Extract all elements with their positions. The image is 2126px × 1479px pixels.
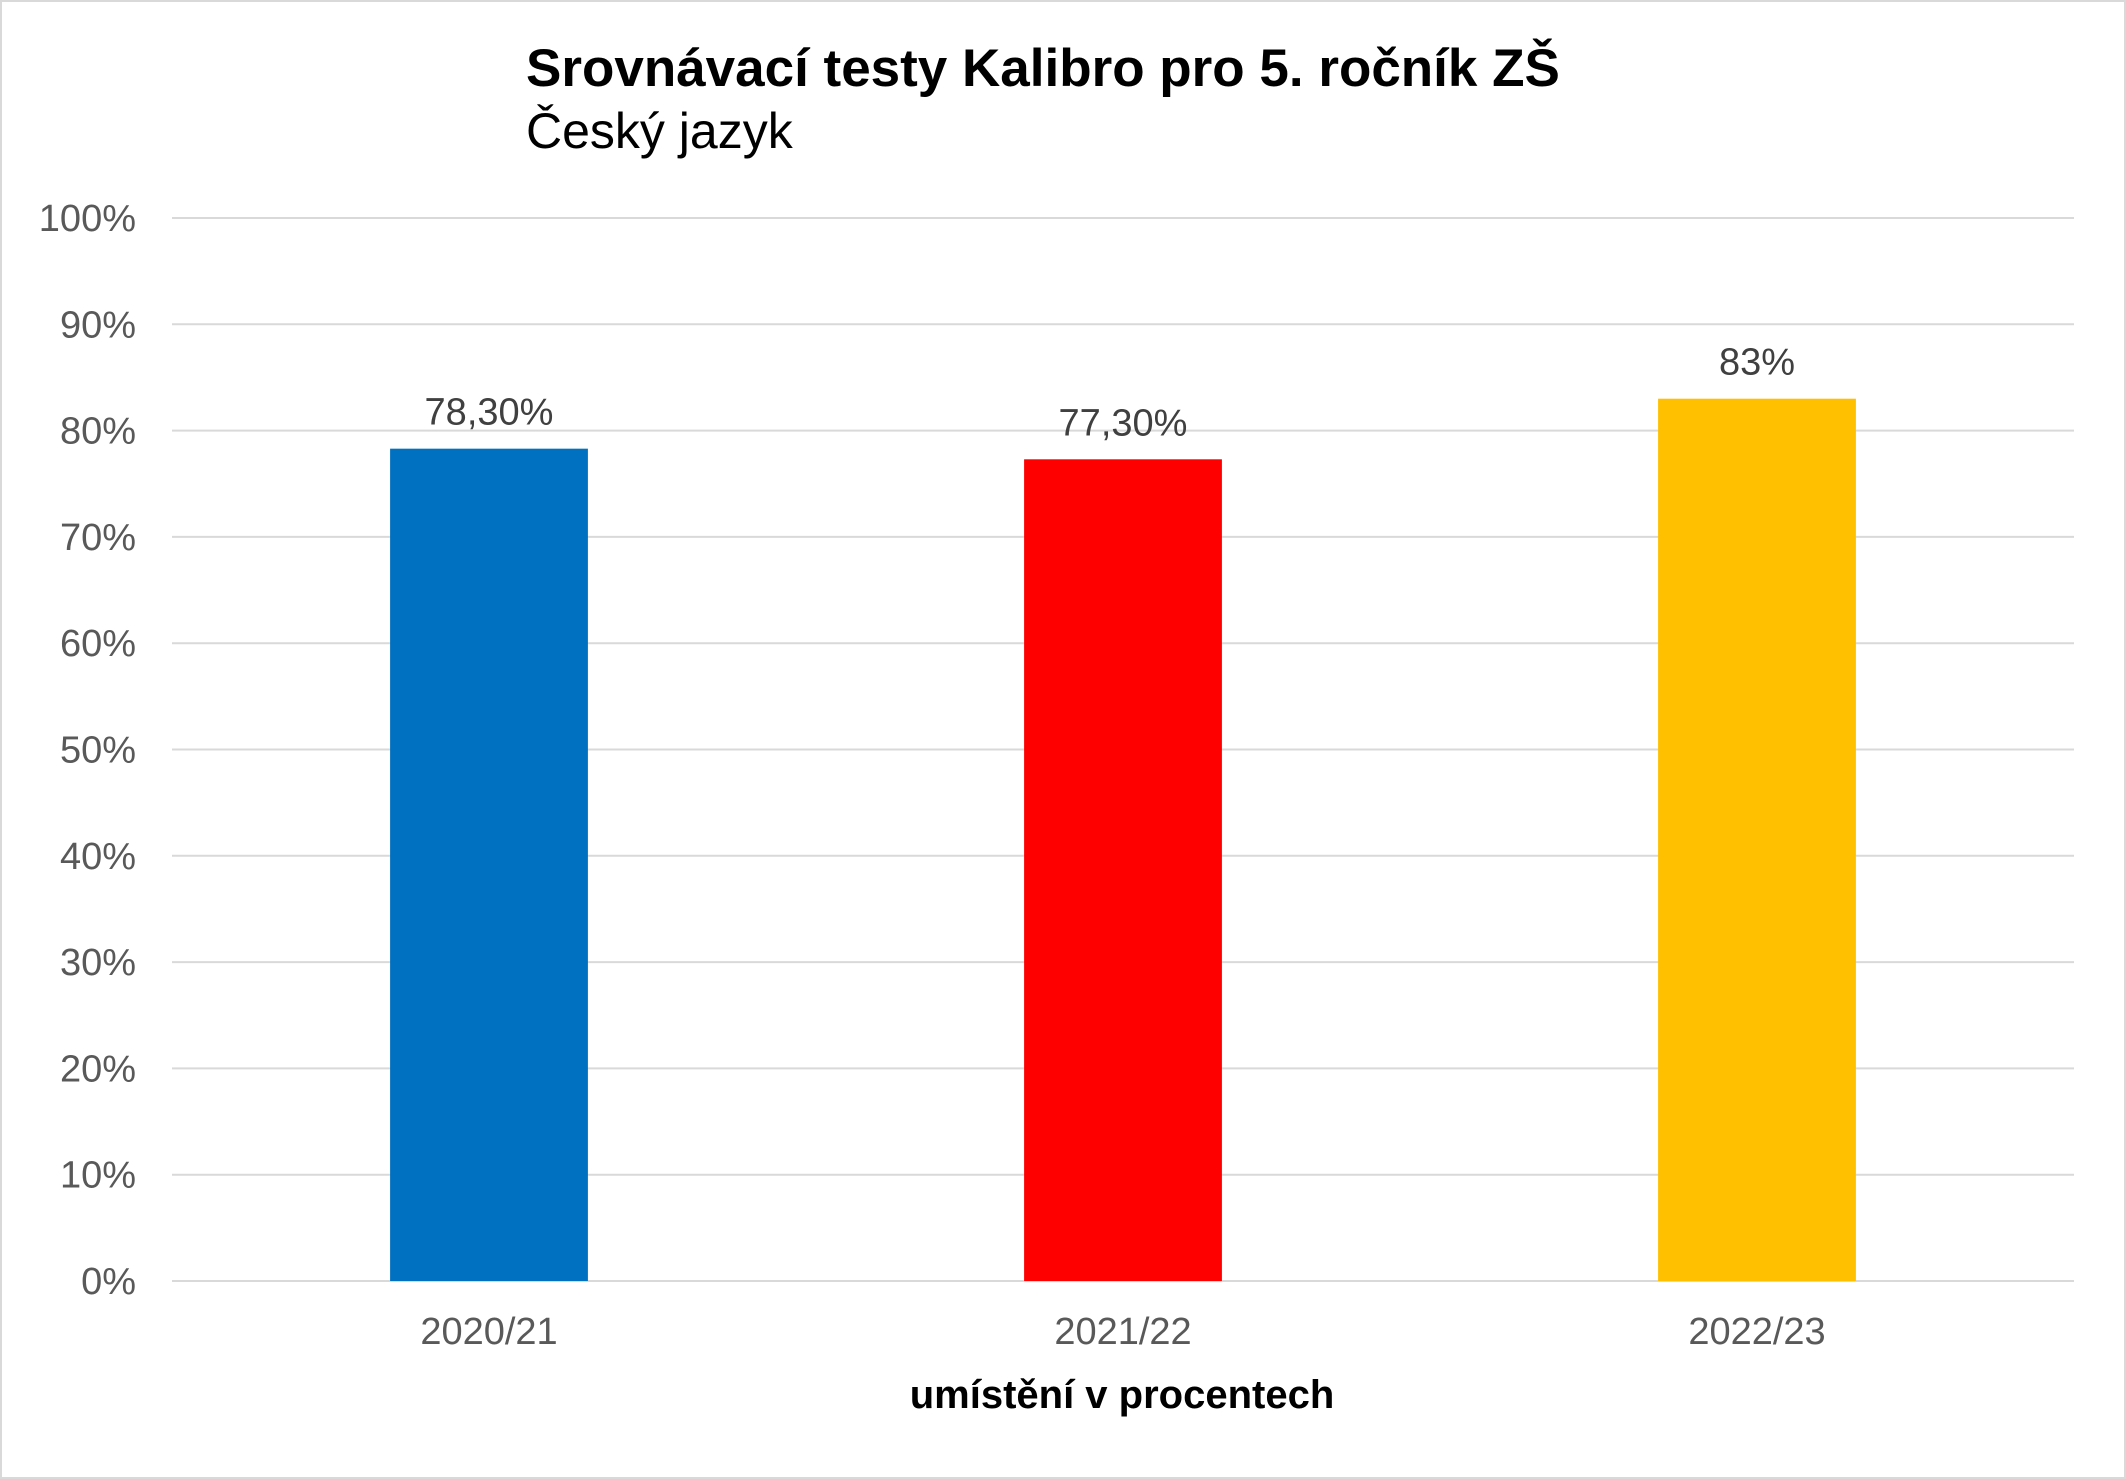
y-tick-label: 30%	[60, 942, 136, 984]
x-axis-ticks: 2020/21 2021/22 2022/23	[420, 1311, 1825, 1353]
bar	[1658, 398, 1856, 1282]
y-tick-label: 80%	[60, 411, 136, 453]
y-axis-ticks: 0% 10% 20% 30% 40% 50% 60% 70% 80% 90% 100%	[39, 198, 136, 1303]
y-tick-label: 0%	[81, 1261, 136, 1303]
y-tick-label: 20%	[60, 1048, 136, 1090]
x-axis-title: umístění v procentech	[910, 1373, 1335, 1417]
bar	[390, 448, 588, 1281]
chart-subtitle: Český jazyk	[526, 103, 794, 159]
y-tick-label: 10%	[60, 1155, 136, 1197]
data-label: 77,30%	[1059, 402, 1188, 444]
data-label: 83%	[1719, 342, 1795, 384]
y-tick-label: 40%	[60, 836, 136, 878]
y-tick-label: 60%	[60, 623, 136, 665]
bar	[1024, 459, 1222, 1281]
y-tick-label: 70%	[60, 517, 136, 559]
x-tick-label: 2020/21	[420, 1311, 557, 1353]
chart-title: Srovnávací testy Kalibro pro 5. ročník Z…	[526, 37, 1560, 98]
y-tick-label: 100%	[39, 198, 136, 240]
data-label: 78,30%	[425, 392, 554, 434]
x-tick-label: 2021/22	[1054, 1311, 1191, 1353]
data-labels: 78,30% 77,30% 83%	[425, 342, 1795, 445]
bars	[390, 398, 1856, 1282]
x-tick-label: 2022/23	[1688, 1311, 1825, 1353]
y-tick-label: 90%	[60, 304, 136, 346]
y-tick-label: 50%	[60, 730, 136, 772]
